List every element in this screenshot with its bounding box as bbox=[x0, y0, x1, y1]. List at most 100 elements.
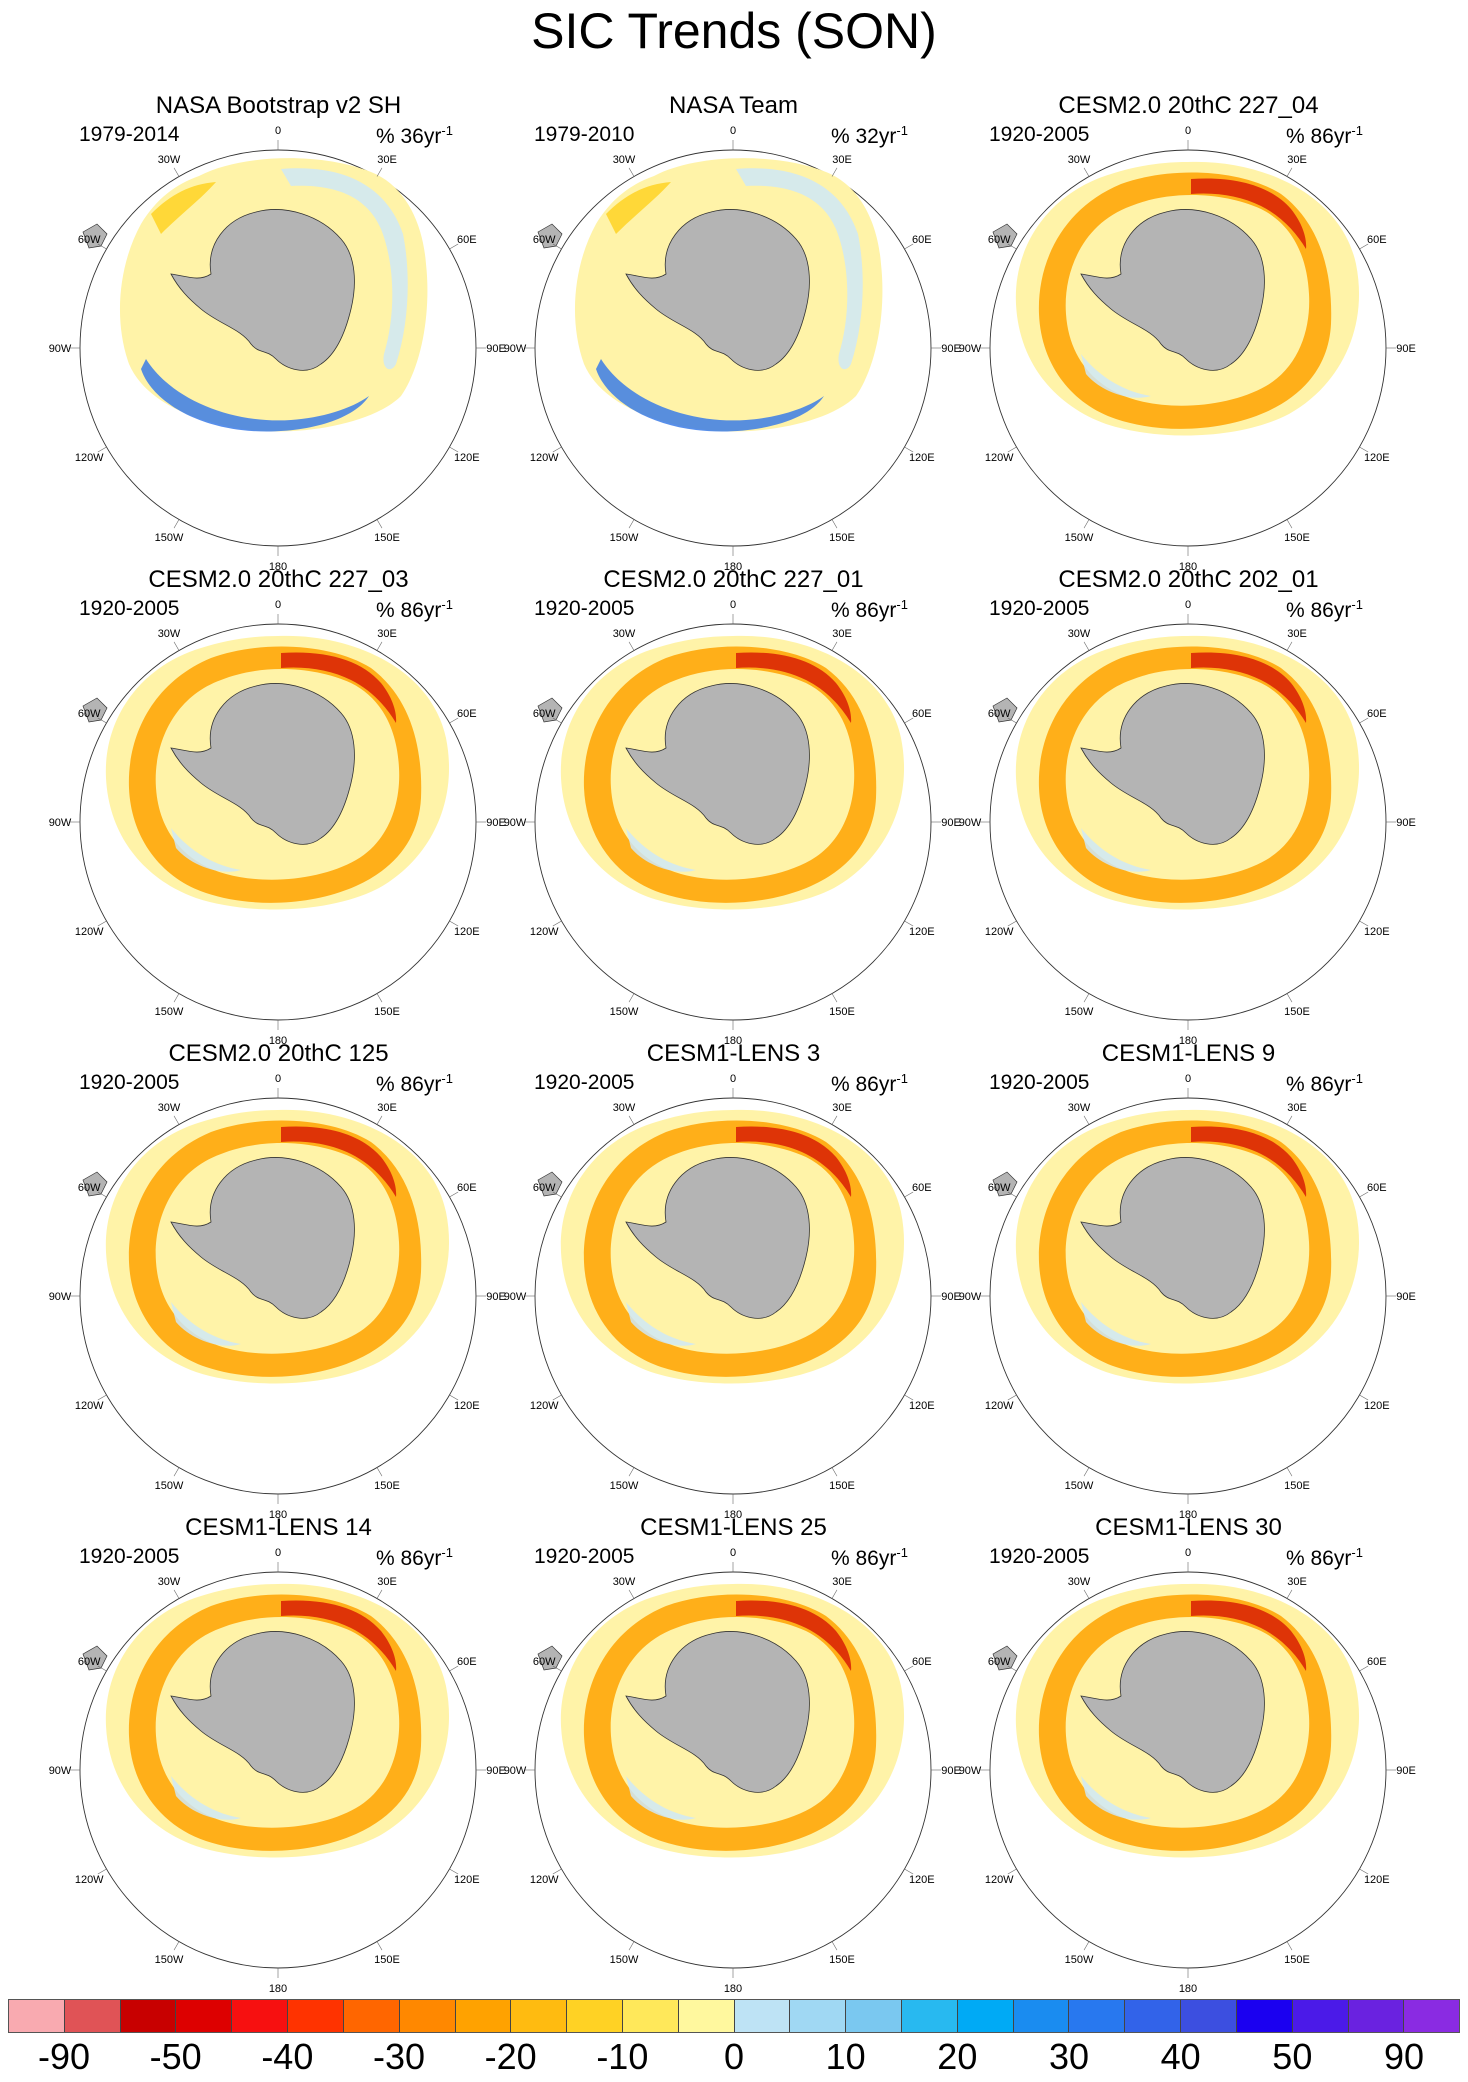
longitude-tick bbox=[1007, 717, 1017, 724]
longitude-label: 60W bbox=[533, 234, 556, 246]
south-america-tip bbox=[992, 1171, 1018, 1197]
panel-period: 1920-2005 bbox=[989, 1545, 1090, 1568]
longitude-label: 150W bbox=[1065, 532, 1094, 544]
colorbar-swatch bbox=[288, 2000, 344, 2032]
longitude-tick bbox=[628, 1589, 635, 1599]
longitude-label: 30E bbox=[832, 154, 852, 166]
longitude-label: 30E bbox=[1287, 1102, 1307, 1114]
longitude-tick bbox=[1007, 920, 1017, 927]
longitude-label: 120W bbox=[985, 1400, 1014, 1412]
units-exponent: -1 bbox=[896, 1071, 908, 1086]
longitude-label: 150W bbox=[1065, 1954, 1094, 1966]
longitude-label: 90E bbox=[941, 343, 961, 355]
longitude-tick bbox=[904, 717, 914, 724]
units-exponent: -1 bbox=[441, 1071, 453, 1086]
longitude-label: 90E bbox=[486, 343, 506, 355]
longitude-label: 0 bbox=[730, 599, 736, 611]
longitude-tick bbox=[97, 717, 107, 724]
longitude-label: 60E bbox=[457, 234, 477, 246]
polar-map: 0 30E 60E 90E 120E 150E 180 150W 120W 90W 60W 30W bbox=[49, 1547, 506, 1995]
units-text: % 86yr bbox=[831, 1073, 897, 1096]
longitude-label: 60E bbox=[912, 708, 932, 720]
units-exponent: -1 bbox=[1351, 123, 1363, 138]
colorbar-tick-label: 30 bbox=[1048, 2036, 1090, 2077]
panel-units: % 86yr-1 bbox=[376, 1066, 453, 1098]
longitude-label: 180 bbox=[1179, 1035, 1197, 1047]
longitude-tick bbox=[1359, 717, 1369, 724]
units-exponent: -1 bbox=[1351, 597, 1363, 612]
longitude-label: 150E bbox=[829, 532, 855, 544]
trend-patch bbox=[171, 1776, 241, 1820]
longitude-label: 150E bbox=[374, 1480, 400, 1492]
longitude-tick bbox=[449, 1665, 459, 1672]
longitude-tick bbox=[904, 1394, 914, 1401]
longitude-tick bbox=[552, 920, 562, 927]
panel-period: 1920-2005 bbox=[79, 597, 180, 620]
colorbar-swatch bbox=[846, 2000, 902, 2032]
longitude-label: 90W bbox=[49, 1291, 72, 1303]
longitude-label: 150E bbox=[829, 1006, 855, 1018]
longitude-label: 180 bbox=[724, 561, 742, 573]
map-panel: NASA Team 1979-2010 % 32yr-1 0 30E 60E 90E 120E… bbox=[504, 92, 961, 573]
longitude-label: 90E bbox=[1396, 1765, 1416, 1777]
antarctica-landmass bbox=[625, 209, 810, 371]
longitude-tick bbox=[1286, 519, 1293, 529]
longitude-tick bbox=[831, 1941, 838, 1951]
antarctica-landmass bbox=[625, 1631, 810, 1793]
panel-title: NASA Bootstrap v2 SH bbox=[155, 92, 402, 119]
colorbar-tick-label: 10 bbox=[825, 2036, 866, 2077]
south-america-tip bbox=[82, 223, 108, 249]
panel-units: % 86yr-1 bbox=[831, 1066, 908, 1098]
longitude-tick bbox=[449, 1394, 459, 1401]
trend-patch bbox=[626, 828, 696, 872]
longitude-tick bbox=[1286, 1941, 1293, 1951]
longitude-label: 90W bbox=[504, 817, 527, 829]
longitude-tick bbox=[1359, 1394, 1369, 1401]
longitude-tick bbox=[1083, 1115, 1090, 1125]
polar-map: 0 30E 60E 90E 120E 150E 180 150W 120W 90W 60W 30W bbox=[504, 125, 961, 573]
longitude-tick bbox=[376, 1467, 383, 1477]
longitude-tick bbox=[173, 519, 180, 529]
panel-title: CESM2.0 20thC 125 bbox=[168, 1040, 389, 1067]
longitude-tick bbox=[376, 1115, 383, 1125]
colorbar-swatch bbox=[1181, 2000, 1237, 2032]
longitude-tick bbox=[173, 1589, 180, 1599]
longitude-tick bbox=[1083, 1467, 1090, 1477]
colorbar-swatch bbox=[957, 2000, 1014, 2032]
longitude-tick bbox=[1007, 1868, 1017, 1875]
longitude-label: 30E bbox=[1287, 1576, 1307, 1588]
longitude-label: 60E bbox=[1367, 708, 1387, 720]
colorbar-tick-label: -10 bbox=[596, 2036, 649, 2077]
longitude-label: 120E bbox=[454, 452, 480, 464]
longitude-label: 90E bbox=[1396, 343, 1416, 355]
units-text: % 86yr bbox=[1286, 1073, 1352, 1096]
polar-map: 0 30E 60E 90E 120E 150E 180 150W 120W 90W 60W 30W bbox=[49, 599, 506, 1047]
panel-units: % 86yr-1 bbox=[1286, 592, 1363, 624]
longitude-label: 120E bbox=[454, 1874, 480, 1886]
longitude-tick bbox=[552, 1868, 562, 1875]
polar-map: 0 30E 60E 90E 120E 150E 180 150W 120W 90W 60W 30W bbox=[959, 125, 1416, 573]
longitude-label: 90W bbox=[959, 1765, 982, 1777]
longitude-tick bbox=[449, 717, 459, 724]
longitude-tick bbox=[173, 641, 180, 651]
south-america-tip bbox=[537, 1171, 563, 1197]
longitude-tick bbox=[97, 1868, 107, 1875]
trend-patch bbox=[1191, 1126, 1307, 1197]
units-text: % 86yr bbox=[831, 1547, 897, 1570]
units-text: % 86yr bbox=[1286, 599, 1352, 622]
units-exponent: -1 bbox=[896, 1545, 908, 1560]
trend-patch bbox=[171, 1302, 241, 1346]
longitude-label: 30E bbox=[832, 1576, 852, 1588]
panel-title: CESM2.0 20thC 227_03 bbox=[148, 566, 409, 593]
longitude-tick bbox=[376, 167, 383, 177]
map-panel: NASA Bootstrap v2 SH 1979-2014 % 36yr-1 0 30… bbox=[49, 92, 506, 573]
trend-patch bbox=[281, 652, 397, 723]
longitude-label: 30W bbox=[613, 628, 636, 640]
units-text: % 86yr bbox=[831, 599, 897, 622]
longitude-tick bbox=[552, 1394, 562, 1401]
longitude-label: 120W bbox=[530, 1400, 559, 1412]
units-text: % 86yr bbox=[1286, 1547, 1352, 1570]
longitude-label: 0 bbox=[730, 1547, 736, 1559]
longitude-tick bbox=[173, 167, 180, 177]
colorbar-swatch bbox=[1013, 2000, 1070, 2032]
